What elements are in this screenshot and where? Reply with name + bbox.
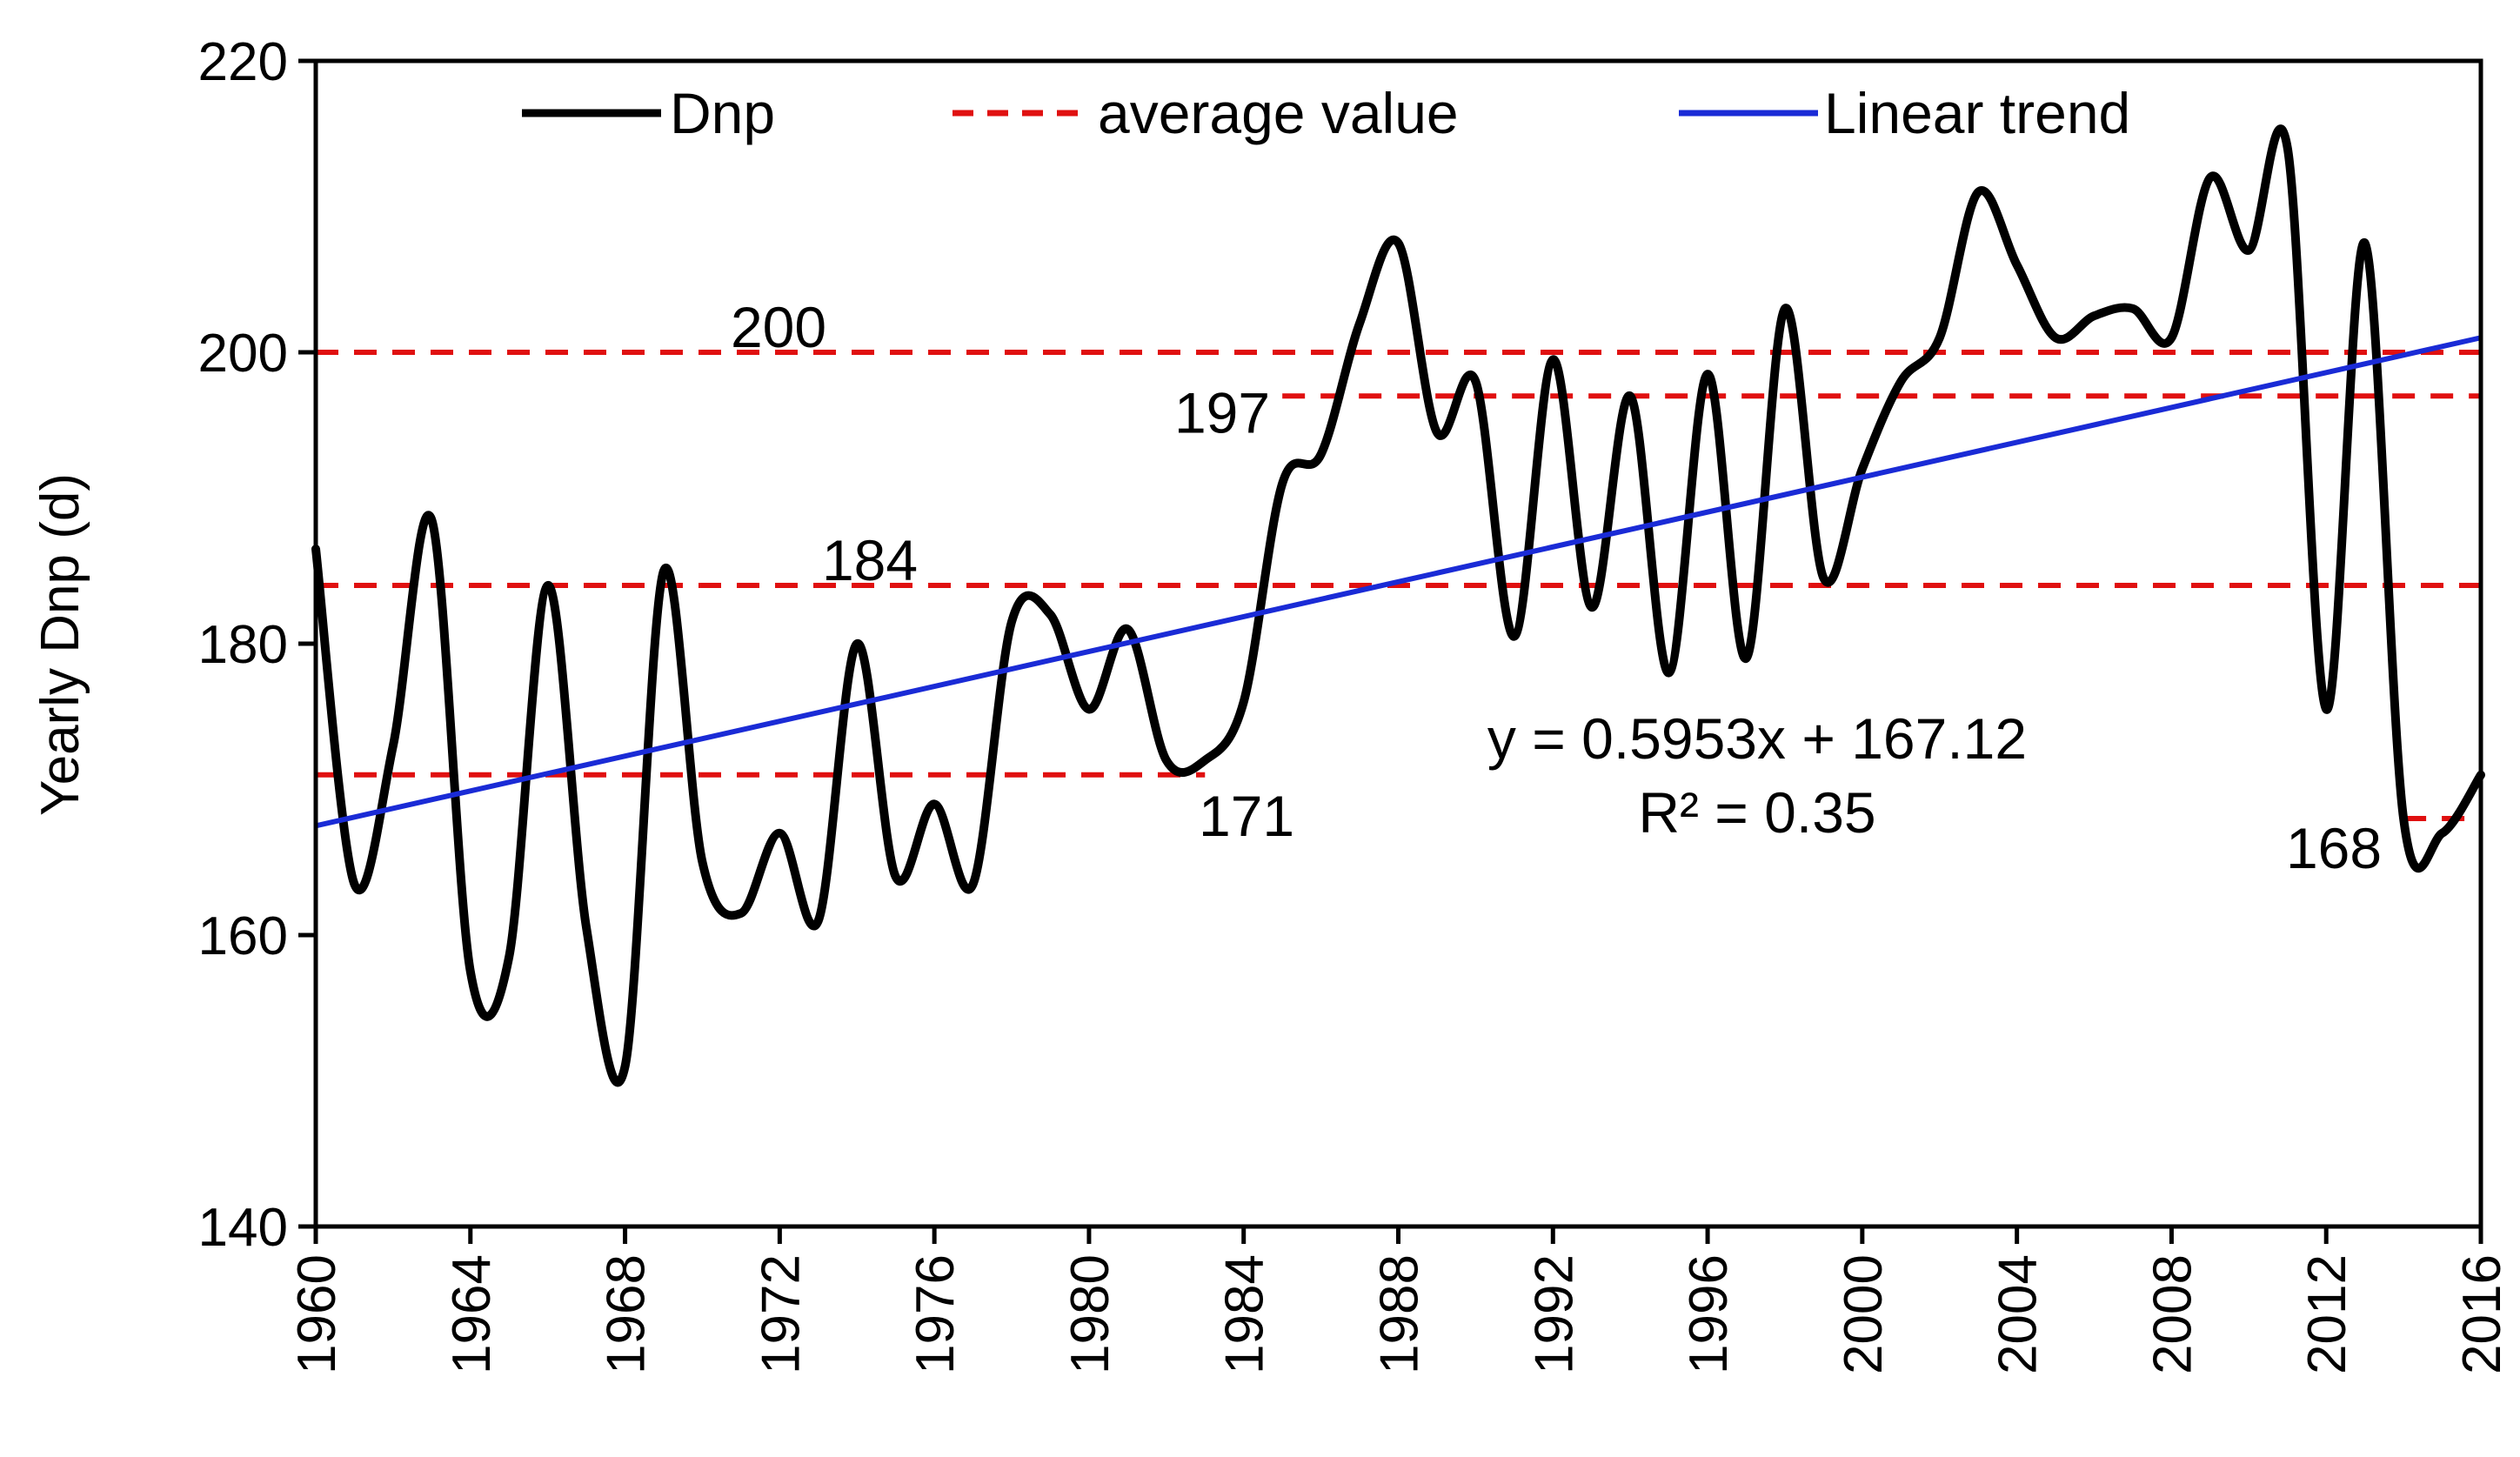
y-axis-label: Yearly Dnp (d) [30,473,90,816]
dnp-point-1985 [1282,483,1283,484]
y-tick-label-200: 200 [198,324,288,384]
legend-label-average: average value [1098,81,1459,145]
dnp-point-1990 [1475,381,1476,382]
dnp-point-1963 [431,519,432,520]
dnp-point-1980 [1088,709,1089,710]
x-tick-label-1960: 1960 [287,1254,347,1374]
dnp-point-2003 [1978,191,1979,192]
dnp-point-1993 [1591,607,1592,608]
y-tick-label-160: 160 [198,906,288,966]
dnp-point-2009 [2209,177,2210,178]
x-tick-label-1972: 1972 [751,1254,811,1374]
average-label-184: 184 [822,528,918,592]
series-linear-trend-line [315,335,2482,829]
dnp-point-1972 [779,832,780,833]
dnp-point-1994 [1630,396,1631,397]
x-tick-label-1996: 1996 [1679,1254,1739,1374]
x-tick-label-2000: 2000 [1834,1254,1894,1374]
average-label-168: 168 [2286,816,2382,880]
dnp-point-2012 [2326,709,2327,710]
average-label-171: 171 [1199,784,1294,848]
dnp-point-2011 [2287,148,2288,149]
dnp-point-1978 [1012,621,1013,622]
dnp-point-2013 [2364,243,2365,244]
x-tick-label-1968: 1968 [597,1254,657,1374]
dnp-point-1988 [1398,243,1399,244]
dnp-point-2001 [1901,381,1902,382]
x-tick-label-1980: 1980 [1060,1254,1120,1374]
y-tick-label-140: 140 [198,1198,288,1258]
dnp-point-1974 [857,644,858,645]
legend-label-trend: Linear trend [1824,81,2130,145]
x-tick-label-1988: 1988 [1370,1254,1430,1374]
x-tick-label-2008: 2008 [2142,1254,2202,1374]
dnp-point-2007 [2132,308,2133,309]
dnp-point-2006 [2094,316,2095,317]
x-tick-label-2016: 2016 [2452,1254,2512,1374]
dnp-point-1961 [354,884,355,885]
dnp-point-1975 [895,877,896,878]
axes: 140 160 180 200 220 1960 1964 1968 1972 1976 1980 1… [198,32,2512,1374]
x-tick-label-1976: 1976 [906,1254,966,1374]
x-tick-label-2004: 2004 [1989,1254,2049,1374]
legend-label-dnp: Dnp [670,81,775,145]
series-layer [311,124,2485,1087]
x-tick-label-1992: 1992 [1524,1254,1584,1374]
trend-equation: y = 0.5953x + 167.12 [1487,706,2027,771]
dnp-point-1986 [1320,454,1321,455]
dnp-point-1981 [1127,629,1128,630]
x-tick-label-1984: 1984 [1215,1254,1275,1374]
average-label-197: 197 [1174,380,1270,444]
series-dnp-line [311,124,2485,1087]
y-tick-label-220: 220 [198,32,288,92]
x-tick-label-1964: 1964 [442,1254,502,1374]
average-label-200: 200 [731,295,826,359]
dnp-point-2004 [2016,264,2017,265]
dnp-point-1964 [470,971,471,972]
dnp-point-1976 [934,804,935,805]
average-labels: 200 197 184 171 168 [731,295,2382,880]
x-tick-label-2012: 2012 [2297,1254,2357,1374]
y-tick-label-180: 180 [198,615,288,675]
dnp-point-1966 [547,585,548,586]
dnp-point-1998 [1784,308,1785,309]
dnp-point-1967 [586,927,587,928]
dnp-point-1992 [1553,359,1554,360]
dnp-point-1983 [1205,760,1206,761]
trend-r-squared: R² = 0.35 [1638,780,1875,845]
dnp-point-1984 [1243,702,1244,703]
dnp-point-1965 [509,957,510,958]
dnp-point-1971 [740,912,741,913]
dnp-point-1979 [1050,614,1051,615]
dnp-point-1989 [1436,432,1437,433]
dnp-point-1995 [1668,672,1669,673]
dnp-point-2015 [2442,832,2443,833]
dnp-point-1970 [702,862,703,863]
dnp-point-1962 [392,745,393,746]
legend: Dnp average value Linear trend [522,81,2130,145]
dnp-point-1973 [818,920,819,921]
